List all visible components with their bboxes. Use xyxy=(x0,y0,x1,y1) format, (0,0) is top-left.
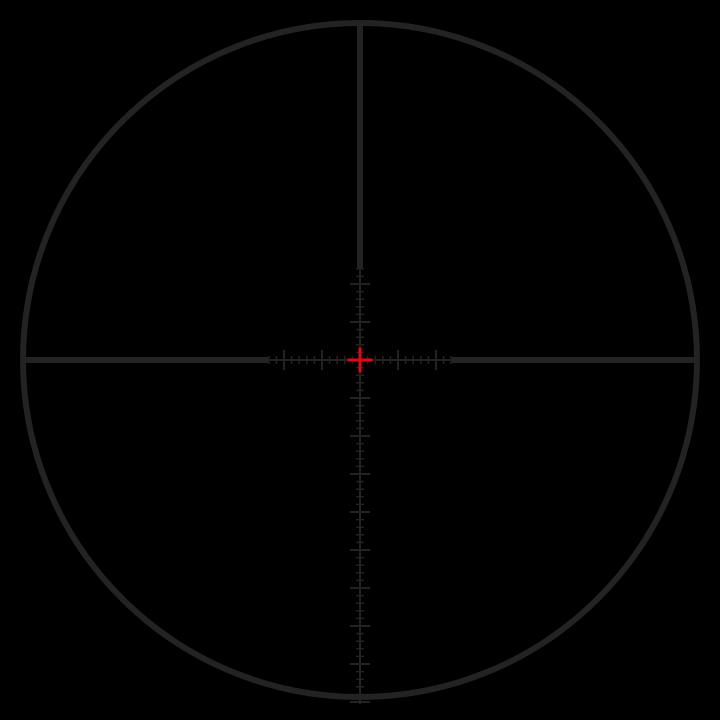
reticle-diagram xyxy=(0,0,720,720)
